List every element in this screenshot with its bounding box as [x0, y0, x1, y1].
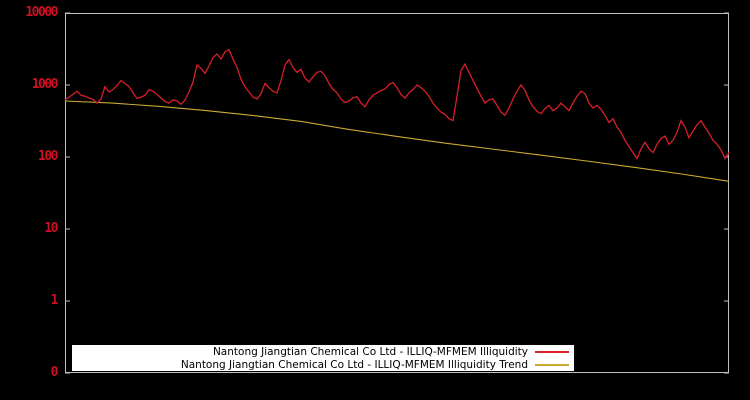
illiquidity-line [64, 48, 730, 160]
plot-svg [64, 12, 730, 374]
trend-line [64, 100, 730, 182]
legend-line-sample-illiquidity [535, 350, 569, 353]
legend-line-sample-trend [535, 363, 569, 366]
plot-frame [65, 13, 729, 373]
y-tick-label-100: 100 [38, 149, 58, 164]
legend-label-illiquidity: Nantong Jiangtian Chemical Co Ltd - ILLI… [212, 345, 528, 358]
legend-label-trend: Nantong Jiangtian Chemical Co Ltd - ILLI… [180, 358, 528, 371]
y-tick-label-10: 10 [44, 221, 58, 236]
y-tick-label-1: 1 [50, 293, 59, 308]
tick-marks [65, 12, 729, 374]
y-tick-label-1000: 1000 [31, 77, 59, 92]
y-tick-label-0: 0 [50, 365, 59, 380]
legend: Nantong Jiangtian Chemical Co Ltd - ILLI… [72, 345, 574, 371]
legend-entry-illiquidity: Nantong Jiangtian Chemical Co Ltd - ILLI… [72, 346, 574, 358]
y-tick-label-10000: 10000 [25, 5, 58, 20]
legend-entry-trend: Nantong Jiangtian Chemical Co Ltd - ILLI… [72, 359, 574, 371]
